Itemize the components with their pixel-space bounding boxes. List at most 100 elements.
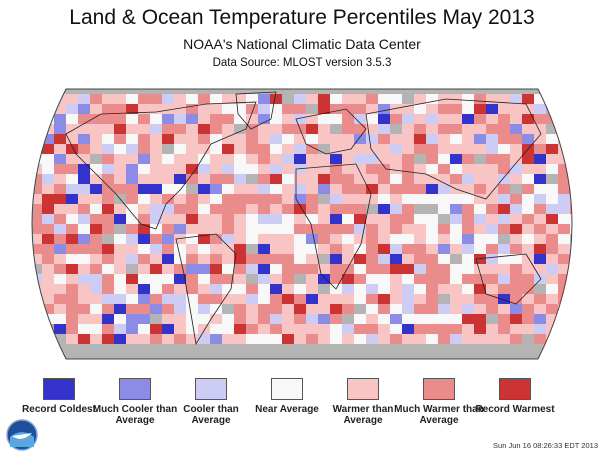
grid-cell — [462, 364, 474, 374]
grid-cell — [126, 134, 138, 144]
grid-cell — [234, 194, 246, 204]
grid-cell — [114, 304, 126, 314]
grid-cell — [66, 294, 78, 304]
grid-cell — [426, 124, 438, 134]
grid-cell — [378, 184, 390, 194]
grid-cell — [366, 304, 378, 314]
grid-cell — [90, 324, 102, 334]
grid-cell — [150, 154, 162, 164]
grid-cell — [390, 354, 402, 359]
grid-cell — [522, 244, 534, 254]
grid-cell — [378, 334, 390, 344]
grid-cell — [162, 94, 174, 104]
grid-cell — [294, 74, 306, 84]
grid-cell — [534, 244, 546, 254]
grid-cell — [162, 254, 174, 264]
grid-cell — [378, 124, 390, 134]
grid-cell — [318, 274, 330, 284]
grid-cell — [114, 164, 126, 174]
grid-cell — [462, 264, 474, 274]
grid-cell — [306, 344, 318, 354]
grid-cell — [6, 104, 18, 114]
grid-cell — [318, 354, 330, 359]
grid-cell — [342, 164, 354, 174]
grid-cell — [522, 104, 534, 114]
grid-cell — [534, 94, 546, 104]
grid-cell — [306, 274, 318, 284]
grid-cell — [570, 184, 572, 194]
grid-cell — [498, 364, 510, 374]
grid-cell — [510, 334, 522, 344]
grid-cell — [402, 304, 414, 314]
grid-cell — [54, 204, 66, 214]
grid-cell — [402, 364, 414, 374]
grid-cell — [126, 154, 138, 164]
grid-cell — [390, 254, 402, 264]
grid-cell — [546, 184, 558, 194]
grid-cell — [306, 174, 318, 184]
grid-cell — [366, 224, 378, 234]
grid-cell — [378, 244, 390, 254]
grid-cell — [102, 224, 114, 234]
grid-cell — [42, 214, 54, 224]
grid-cell — [294, 304, 306, 314]
grid-cell — [66, 74, 78, 84]
legend-swatch — [271, 378, 303, 400]
grid-cell — [282, 224, 294, 234]
grid-cell — [78, 89, 90, 94]
grid-cell — [270, 304, 282, 314]
grid-cell — [462, 194, 474, 204]
grid-cell — [366, 284, 378, 294]
grid-cell — [330, 154, 342, 164]
grid-cell — [18, 314, 30, 324]
grid-cell — [138, 364, 150, 374]
grid-cell — [402, 324, 414, 334]
grid-cell — [570, 284, 572, 294]
grid-cell — [198, 244, 210, 254]
grid-cell — [234, 134, 246, 144]
grid-cell — [474, 144, 486, 154]
grid-cell — [162, 154, 174, 164]
grid-cell — [366, 114, 378, 124]
grid-cell — [54, 264, 66, 274]
grid-cell — [570, 324, 572, 334]
grid-cell — [390, 274, 402, 284]
grid-cell — [354, 194, 366, 204]
grid-cell — [558, 89, 570, 94]
grid-cell — [558, 334, 570, 344]
grid-cell — [426, 254, 438, 264]
grid-cell — [90, 164, 102, 174]
grid-cell — [378, 314, 390, 324]
grid-cell — [438, 364, 450, 374]
grid-cell — [546, 144, 558, 154]
grid-cell — [174, 294, 186, 304]
grid-cell — [294, 364, 306, 374]
grid-cell — [486, 354, 498, 359]
grid-cell — [498, 74, 510, 84]
grid-cell — [522, 334, 534, 344]
grid-cell — [486, 314, 498, 324]
grid-cell — [330, 244, 342, 254]
grid-cell — [582, 134, 594, 144]
grid-cell — [6, 244, 18, 254]
grid-cell — [438, 334, 450, 344]
grid-cell — [582, 334, 594, 344]
grid-cell — [414, 164, 426, 174]
grid-cell — [354, 114, 366, 124]
grid-cell — [582, 224, 594, 234]
grid-cell — [102, 264, 114, 274]
grid-cell — [282, 354, 294, 359]
grid-cell — [318, 89, 330, 94]
grid-cell — [474, 194, 486, 204]
grid-cell — [222, 114, 234, 124]
grid-cell — [54, 234, 66, 244]
grid-cell — [426, 244, 438, 254]
grid-cell — [366, 294, 378, 304]
grid-cell — [246, 184, 258, 194]
grid-cell — [42, 274, 54, 284]
grid-cell — [366, 74, 378, 84]
grid-cell — [90, 94, 102, 104]
grid-cell — [318, 114, 330, 124]
grid-cell — [42, 254, 54, 264]
grid-cell — [6, 204, 18, 214]
